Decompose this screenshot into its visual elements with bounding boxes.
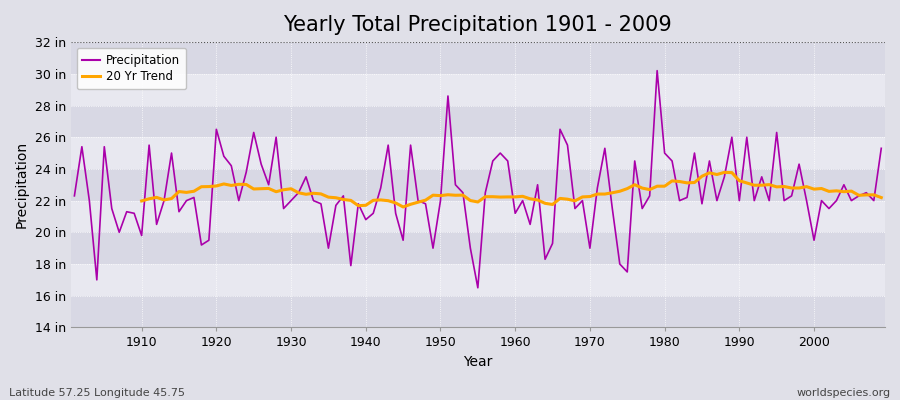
Text: Latitude 57.25 Longitude 45.75: Latitude 57.25 Longitude 45.75 — [9, 388, 185, 398]
Bar — [71, 264, 885, 296]
Bar — [71, 169, 885, 201]
Text: worldspecies.org: worldspecies.org — [796, 388, 891, 398]
Bar — [71, 201, 885, 232]
Bar — [71, 137, 885, 169]
Legend: Precipitation, 20 Yr Trend: Precipitation, 20 Yr Trend — [76, 48, 186, 89]
Title: Yearly Total Precipitation 1901 - 2009: Yearly Total Precipitation 1901 - 2009 — [284, 15, 672, 35]
Bar — [71, 106, 885, 137]
Y-axis label: Precipitation: Precipitation — [15, 141, 29, 228]
Bar — [71, 74, 885, 106]
Bar — [71, 296, 885, 328]
Bar — [71, 232, 885, 264]
X-axis label: Year: Year — [464, 355, 492, 369]
Bar — [71, 42, 885, 74]
